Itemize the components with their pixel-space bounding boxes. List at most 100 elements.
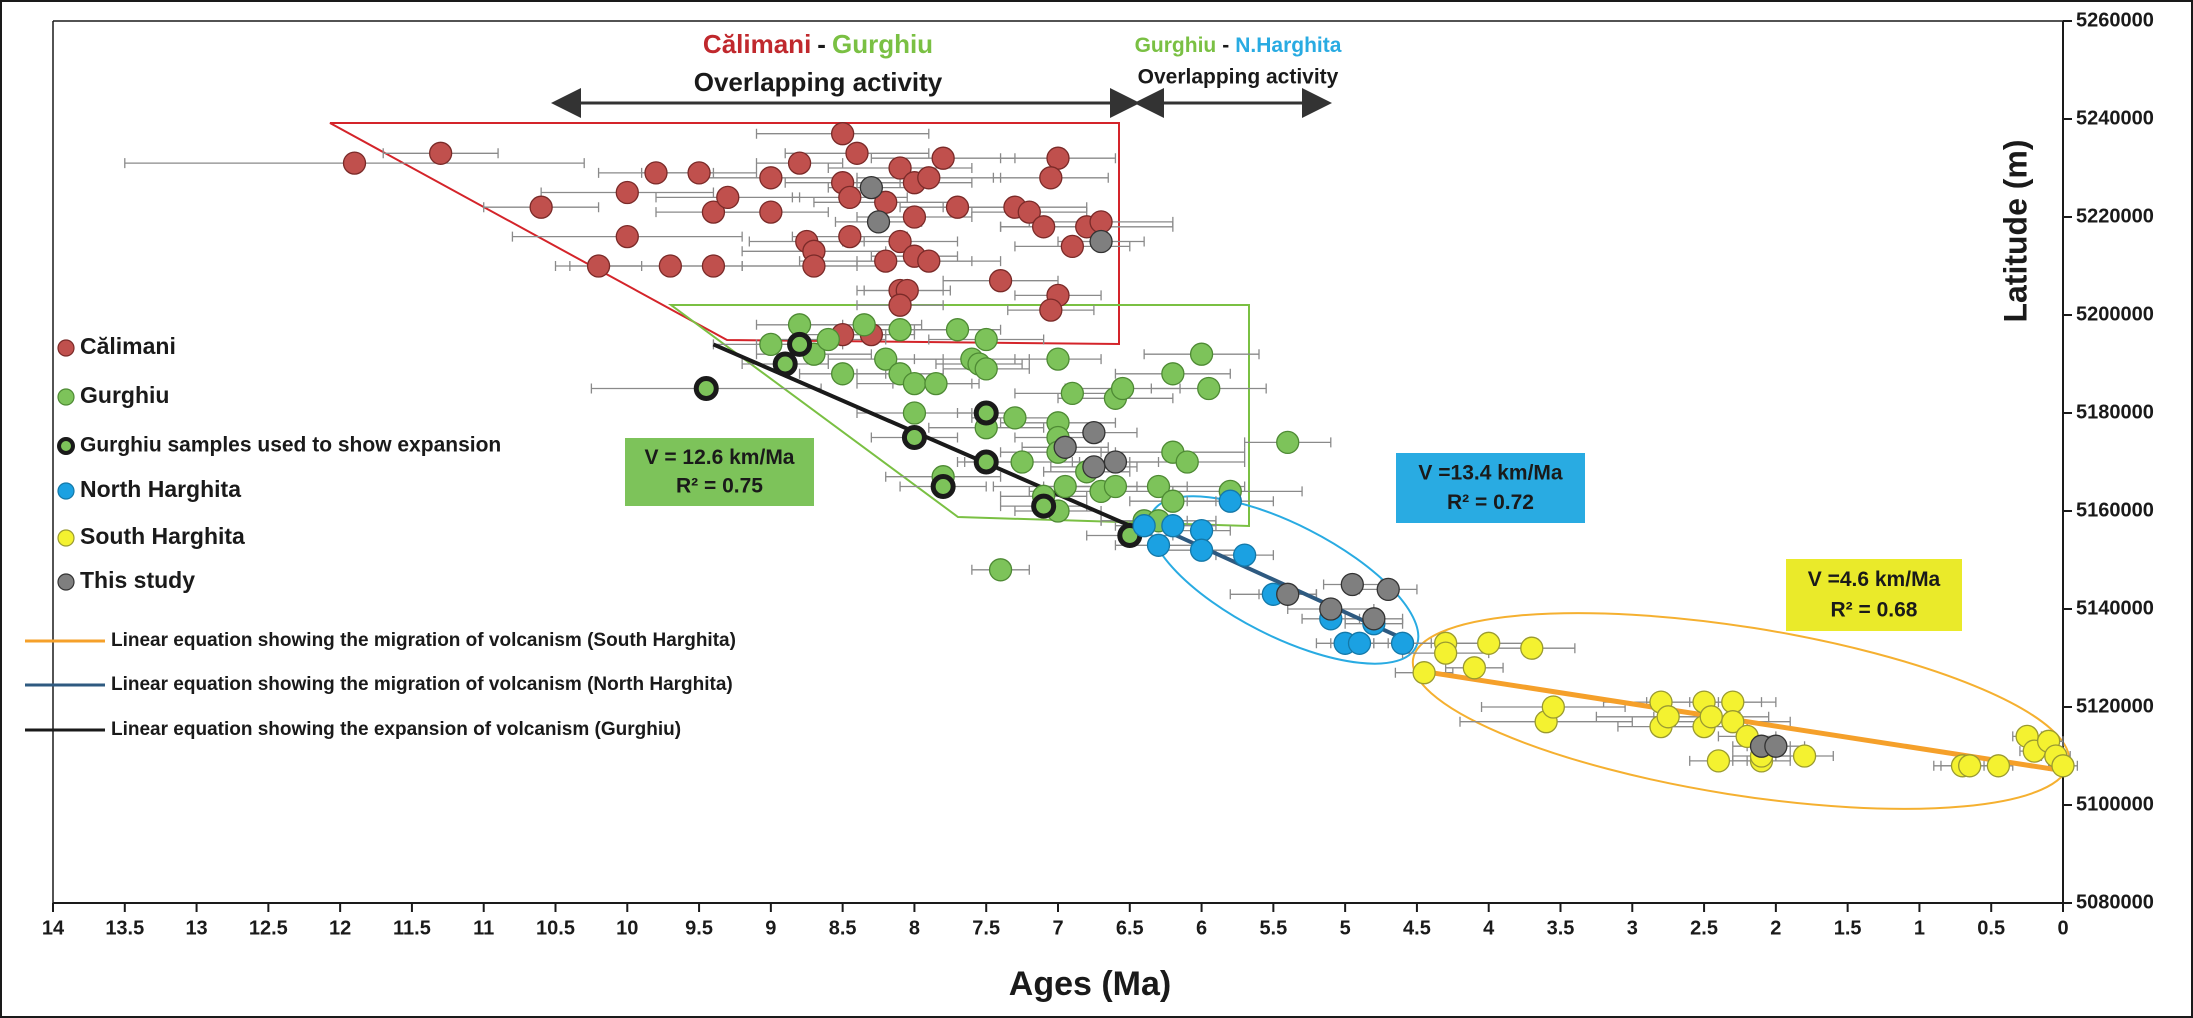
- legend-marker: [57, 573, 75, 591]
- x-tick-label: 13.5: [105, 917, 144, 939]
- x-tick-label: 11.5: [393, 917, 431, 939]
- point: [945, 195, 970, 219]
- point: [1031, 215, 1056, 239]
- legend-label: North Harghita: [80, 476, 241, 502]
- x-tick-label: 8.5: [829, 917, 857, 939]
- point: [701, 200, 726, 224]
- point: [859, 175, 884, 200]
- point: [888, 293, 912, 317]
- point: [902, 371, 927, 396]
- point: [1958, 754, 1982, 778]
- x-tick-label: 1.5: [1834, 917, 1862, 939]
- y-tick-label: 5120000: [2076, 695, 2154, 717]
- legend-label: Linear equation showing the expansion of…: [111, 719, 681, 740]
- point: [1462, 656, 1487, 680]
- rate-box: [1396, 453, 1585, 523]
- point: [1082, 455, 1106, 479]
- x-tick-label: 5.5: [1259, 917, 1287, 939]
- point: [1039, 166, 1063, 190]
- annotation-caption: Overlapping activity: [1138, 66, 1339, 89]
- point: [693, 376, 719, 401]
- annotation-headline: Călimani - Gurghiu: [703, 29, 933, 59]
- point: [901, 425, 927, 450]
- rate-text: V = 12.6 km/Ma: [644, 446, 794, 469]
- point: [917, 166, 941, 190]
- x-tick-label: 12.5: [249, 917, 288, 939]
- point: [1986, 754, 2011, 778]
- point: [1412, 661, 1436, 685]
- x-tick-label: 12: [329, 917, 351, 939]
- point: [2051, 754, 2075, 778]
- point: [830, 122, 855, 146]
- point: [866, 210, 891, 234]
- point: [1721, 710, 1745, 734]
- point: [716, 185, 740, 210]
- point: [342, 151, 367, 175]
- rate-text: V =4.6 km/Ma: [1808, 568, 1941, 591]
- annotation-part: N.Harghita: [1235, 34, 1342, 57]
- point: [1103, 474, 1128, 499]
- point: [1276, 430, 1300, 455]
- point: [1376, 577, 1400, 602]
- y-tick-label: 5180000: [2076, 401, 2154, 423]
- point: [1039, 298, 1063, 322]
- point: [1699, 705, 1723, 729]
- point: [1319, 597, 1343, 621]
- x-tick-label: 10: [616, 917, 638, 939]
- rate-box: [1786, 559, 1962, 631]
- point: [1541, 695, 1565, 719]
- point: [902, 205, 927, 229]
- point: [1146, 533, 1171, 557]
- point: [838, 185, 862, 210]
- point: [1003, 406, 1027, 430]
- rate-text: R² = 0.68: [1831, 598, 1918, 621]
- point: [1189, 342, 1214, 366]
- point: [888, 229, 912, 254]
- point: [874, 249, 898, 273]
- point: [917, 249, 941, 273]
- x-tick-label: 9.5: [685, 917, 713, 939]
- point: [1764, 734, 1788, 758]
- point: [759, 200, 783, 224]
- trend-line: [1143, 518, 1404, 641]
- point: [931, 146, 955, 170]
- point: [1046, 146, 1070, 170]
- point: [988, 269, 1013, 293]
- legend-marker: [57, 529, 75, 547]
- x-tick-label: 5: [1340, 917, 1351, 939]
- point: [1161, 514, 1185, 538]
- y-tick-label: 5100000: [2076, 793, 2154, 815]
- point: [1706, 749, 1731, 773]
- annotation-part: Gurghiu: [832, 29, 933, 59]
- x-tick-label: 7.5: [972, 917, 1000, 939]
- point: [1031, 493, 1057, 519]
- point: [687, 161, 711, 185]
- x-tick-label: 1: [1914, 917, 1925, 939]
- point: [930, 474, 956, 499]
- point: [1362, 607, 1386, 631]
- point: [845, 141, 869, 165]
- x-tick-label: 8: [909, 917, 920, 939]
- x-tick-label: 13: [185, 917, 207, 939]
- x-tick-label: 10.5: [536, 917, 575, 939]
- point: [586, 254, 611, 278]
- annotation-headline: Gurghiu - N.Harghita: [1135, 34, 1342, 57]
- point: [1146, 474, 1171, 499]
- point: [529, 195, 553, 219]
- point: [1053, 474, 1077, 499]
- x-tick-label: 7: [1052, 917, 1063, 939]
- point: [787, 331, 813, 357]
- point: [1161, 489, 1185, 513]
- point: [830, 362, 855, 386]
- point: [1340, 572, 1364, 597]
- legend-label: Gurghiu: [80, 382, 169, 408]
- point: [615, 180, 639, 205]
- x-tick-label: 6: [1196, 917, 1207, 939]
- point: [1132, 514, 1156, 538]
- trend-line: [1430, 670, 2064, 774]
- x-tick-label: 14: [42, 917, 65, 939]
- x-tick-label: 2.5: [1690, 917, 1718, 939]
- x-tick-label: 0.5: [1977, 917, 2005, 939]
- point: [1053, 435, 1077, 459]
